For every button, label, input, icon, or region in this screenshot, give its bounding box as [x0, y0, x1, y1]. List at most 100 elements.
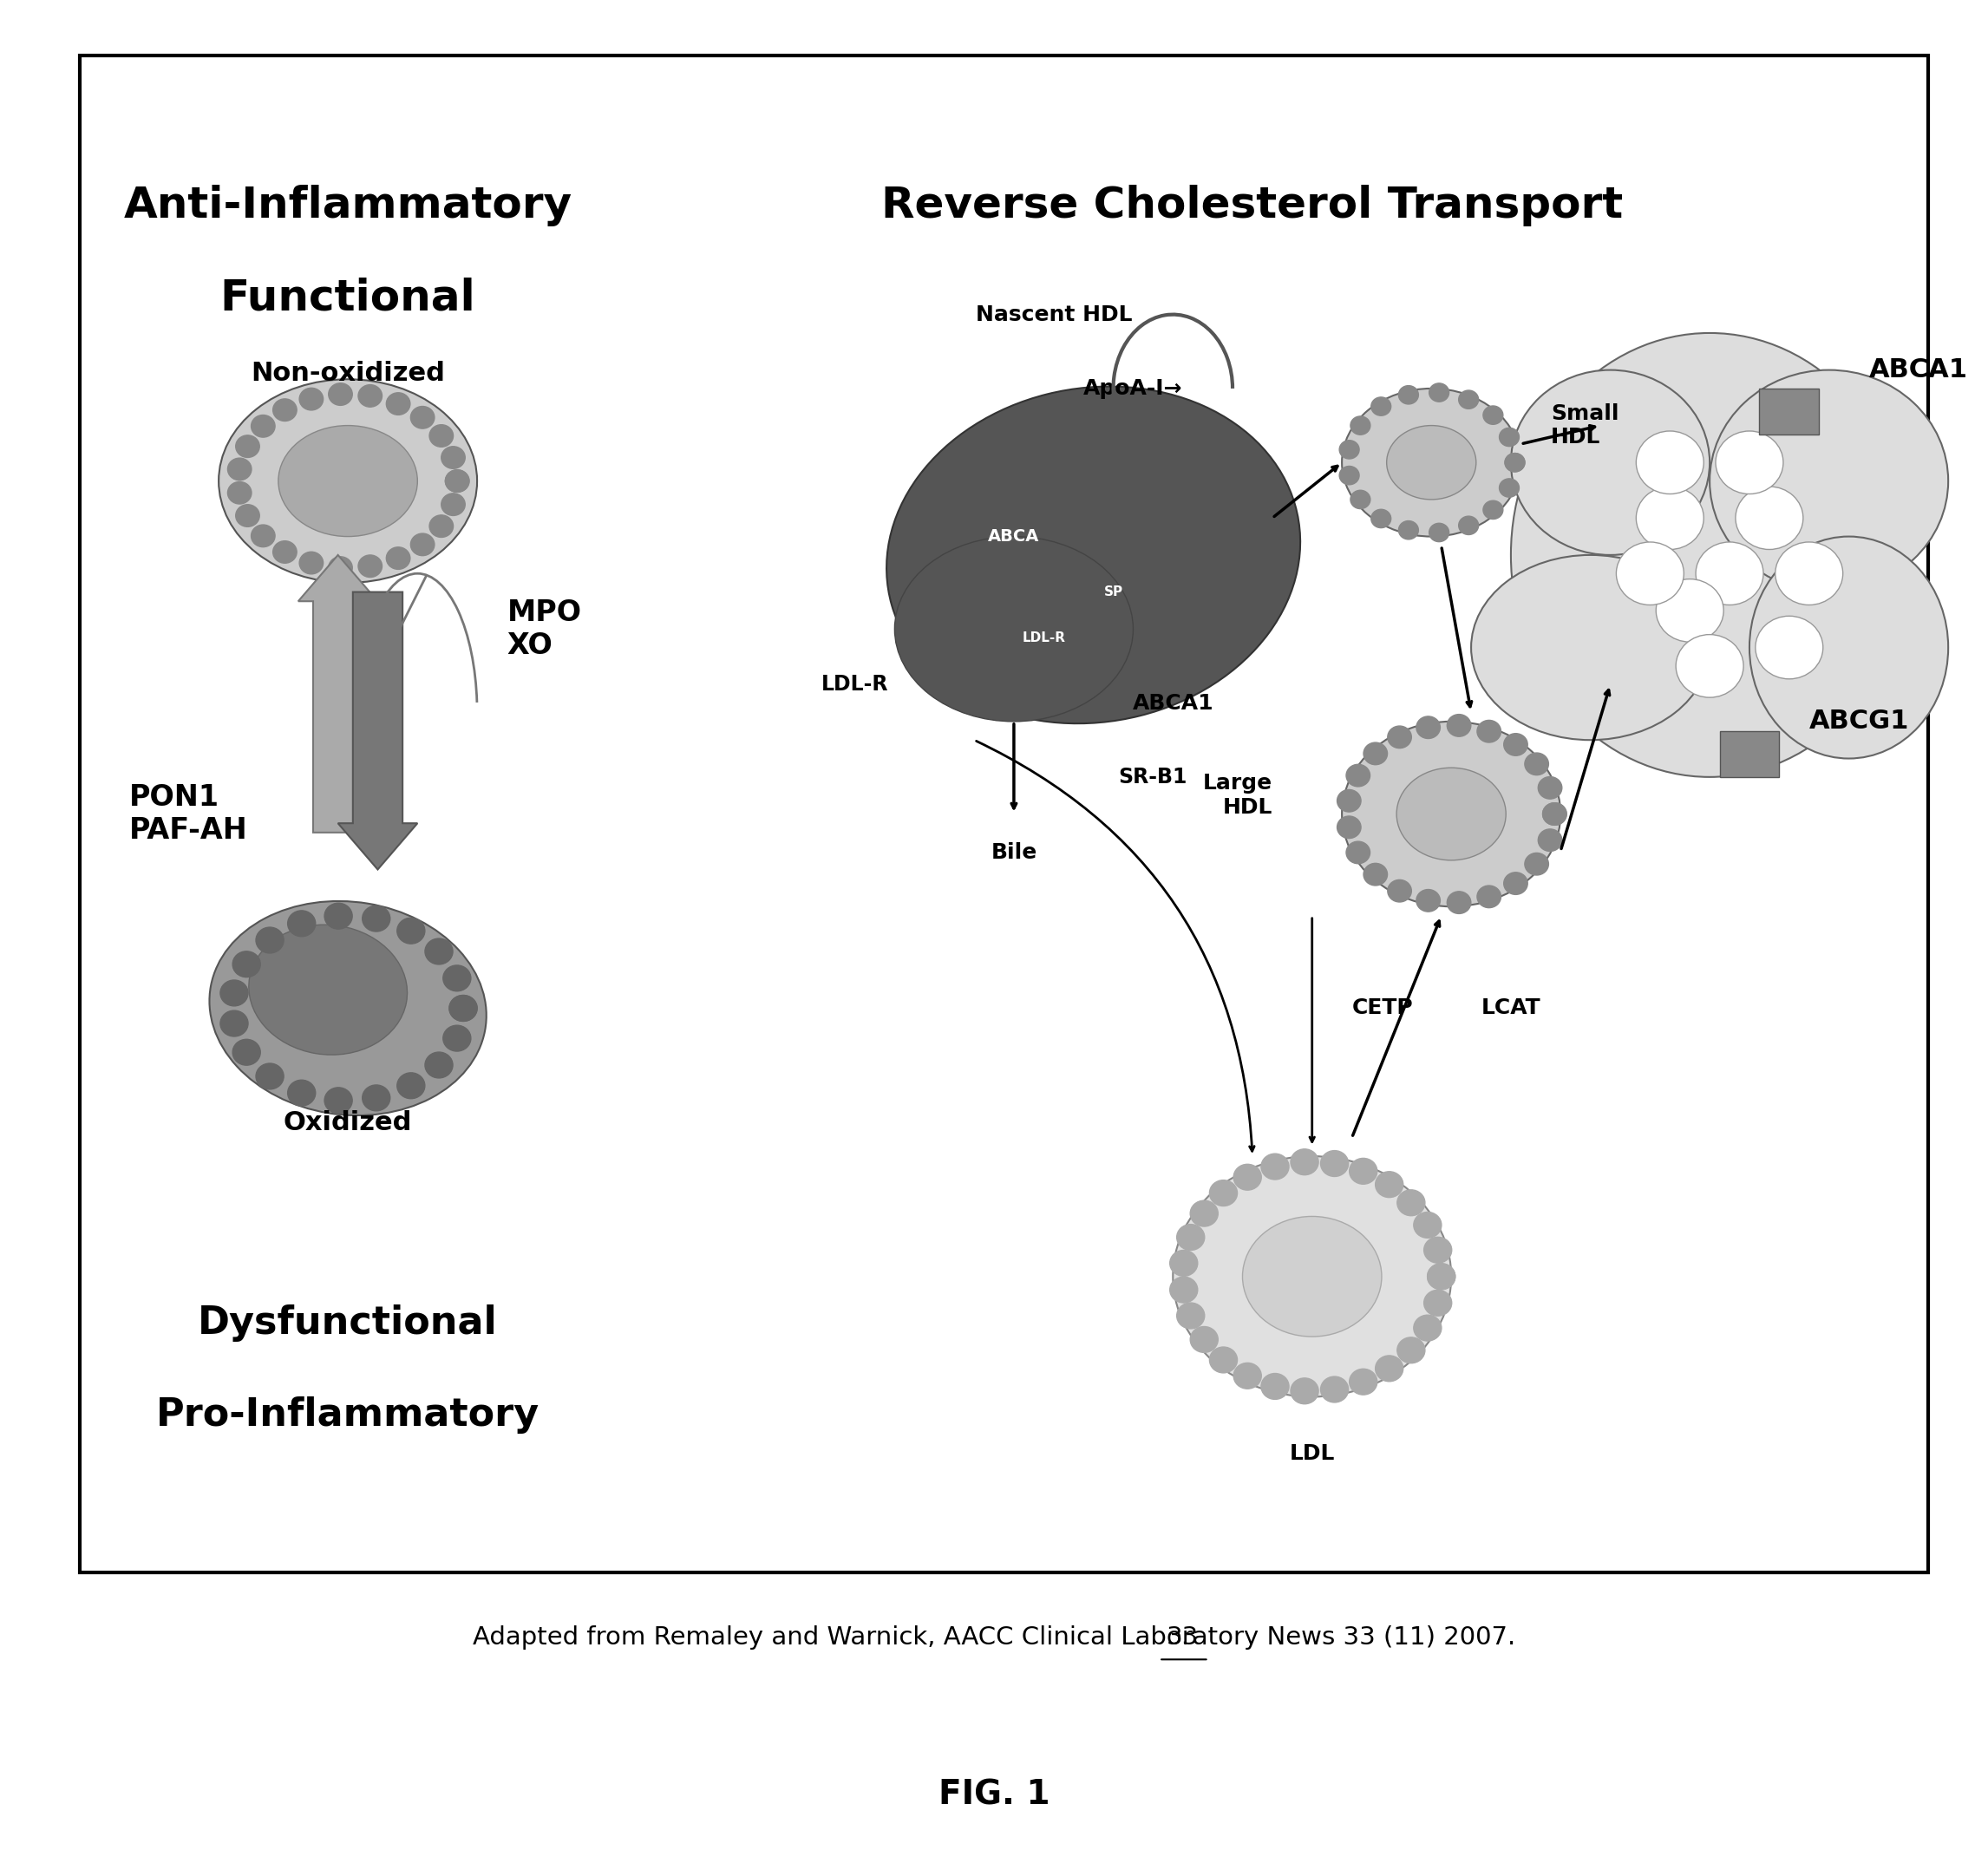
Text: ABCA1: ABCA1 — [1869, 357, 1968, 383]
Circle shape — [1736, 487, 1803, 549]
Circle shape — [1413, 1212, 1441, 1238]
Circle shape — [1429, 383, 1449, 401]
Circle shape — [1415, 716, 1439, 738]
Text: 33: 33 — [1167, 1624, 1199, 1650]
Circle shape — [1525, 753, 1549, 775]
Circle shape — [1499, 479, 1519, 498]
Circle shape — [288, 910, 316, 936]
Circle shape — [1459, 516, 1479, 535]
Circle shape — [1427, 1264, 1455, 1289]
Text: Small
HDL: Small HDL — [1551, 403, 1618, 448]
Circle shape — [1350, 490, 1370, 509]
Ellipse shape — [1388, 426, 1475, 500]
Circle shape — [1656, 579, 1724, 642]
Circle shape — [300, 388, 324, 411]
Text: LDL: LDL — [1290, 1443, 1334, 1463]
Circle shape — [324, 1088, 352, 1114]
Circle shape — [358, 555, 382, 577]
Circle shape — [1525, 853, 1549, 875]
Text: Oxidized: Oxidized — [284, 1110, 412, 1136]
Circle shape — [1636, 487, 1704, 549]
Circle shape — [1169, 1251, 1197, 1276]
Text: Pro-Inflammatory: Pro-Inflammatory — [157, 1397, 539, 1434]
Circle shape — [229, 459, 252, 481]
Circle shape — [237, 505, 260, 527]
Ellipse shape — [1749, 536, 1948, 758]
Circle shape — [358, 385, 382, 407]
Bar — [1720, 731, 1779, 777]
Circle shape — [328, 383, 352, 405]
Circle shape — [1372, 398, 1392, 416]
Circle shape — [1346, 764, 1370, 786]
Circle shape — [250, 525, 274, 548]
FancyArrow shape — [338, 592, 417, 870]
Circle shape — [1260, 1154, 1288, 1180]
Circle shape — [1398, 1190, 1425, 1215]
Circle shape — [412, 407, 435, 429]
Circle shape — [1372, 509, 1392, 527]
Circle shape — [1676, 635, 1743, 697]
Circle shape — [1260, 1373, 1288, 1399]
Circle shape — [1191, 1201, 1219, 1227]
Circle shape — [1505, 453, 1525, 472]
Circle shape — [1636, 431, 1704, 494]
Text: LDL-R: LDL-R — [1022, 631, 1066, 646]
Circle shape — [221, 980, 248, 1006]
Ellipse shape — [1242, 1217, 1382, 1336]
Circle shape — [449, 995, 477, 1021]
Circle shape — [425, 938, 453, 964]
Ellipse shape — [1511, 370, 1710, 555]
Text: LDL-R: LDL-R — [821, 673, 889, 696]
Circle shape — [1340, 440, 1360, 459]
Ellipse shape — [1710, 370, 1948, 592]
Circle shape — [1415, 890, 1439, 912]
Ellipse shape — [219, 379, 477, 583]
Circle shape — [1696, 542, 1763, 605]
Ellipse shape — [248, 925, 408, 1054]
Circle shape — [1364, 742, 1388, 764]
Ellipse shape — [1342, 388, 1521, 536]
Text: Anti-Inflammatory: Anti-Inflammatory — [123, 185, 573, 228]
Circle shape — [1398, 1338, 1425, 1363]
Circle shape — [1233, 1164, 1262, 1190]
Circle shape — [1429, 524, 1449, 542]
Circle shape — [1350, 1158, 1378, 1184]
Circle shape — [429, 426, 453, 448]
Circle shape — [1423, 1238, 1451, 1264]
Circle shape — [1543, 803, 1567, 825]
Ellipse shape — [1173, 1156, 1451, 1397]
Text: Dysfunctional: Dysfunctional — [199, 1304, 497, 1341]
Circle shape — [1177, 1302, 1205, 1328]
Ellipse shape — [278, 426, 417, 536]
Text: CETP: CETP — [1352, 997, 1413, 1019]
Text: LCAT: LCAT — [1481, 997, 1541, 1019]
Circle shape — [1459, 390, 1479, 409]
Circle shape — [1616, 542, 1684, 605]
Circle shape — [1376, 1171, 1404, 1197]
Circle shape — [256, 927, 284, 953]
Circle shape — [443, 966, 471, 992]
Circle shape — [1233, 1363, 1260, 1389]
Circle shape — [1350, 416, 1370, 435]
Circle shape — [328, 557, 352, 579]
Ellipse shape — [895, 536, 1133, 722]
Circle shape — [1477, 720, 1501, 742]
Text: Non-oxidized: Non-oxidized — [250, 361, 445, 387]
Circle shape — [386, 392, 410, 414]
Circle shape — [1376, 1356, 1404, 1382]
Circle shape — [1539, 777, 1563, 799]
Circle shape — [233, 951, 260, 977]
Circle shape — [441, 446, 465, 468]
Circle shape — [1177, 1225, 1205, 1251]
Text: FIG. 1: FIG. 1 — [938, 1778, 1050, 1811]
Circle shape — [1290, 1378, 1318, 1404]
Ellipse shape — [1342, 722, 1561, 906]
Text: Adapted from Remaley and Warnick, AACC Clinical Laboratory News 33 (11) 2007.: Adapted from Remaley and Warnick, AACC C… — [473, 1624, 1515, 1650]
Circle shape — [449, 995, 477, 1021]
Circle shape — [1503, 733, 1527, 755]
Circle shape — [1400, 522, 1419, 540]
Circle shape — [221, 1010, 248, 1036]
Circle shape — [1340, 466, 1360, 485]
Circle shape — [1338, 816, 1362, 838]
Text: PON1
PAF-AH: PON1 PAF-AH — [129, 783, 248, 845]
